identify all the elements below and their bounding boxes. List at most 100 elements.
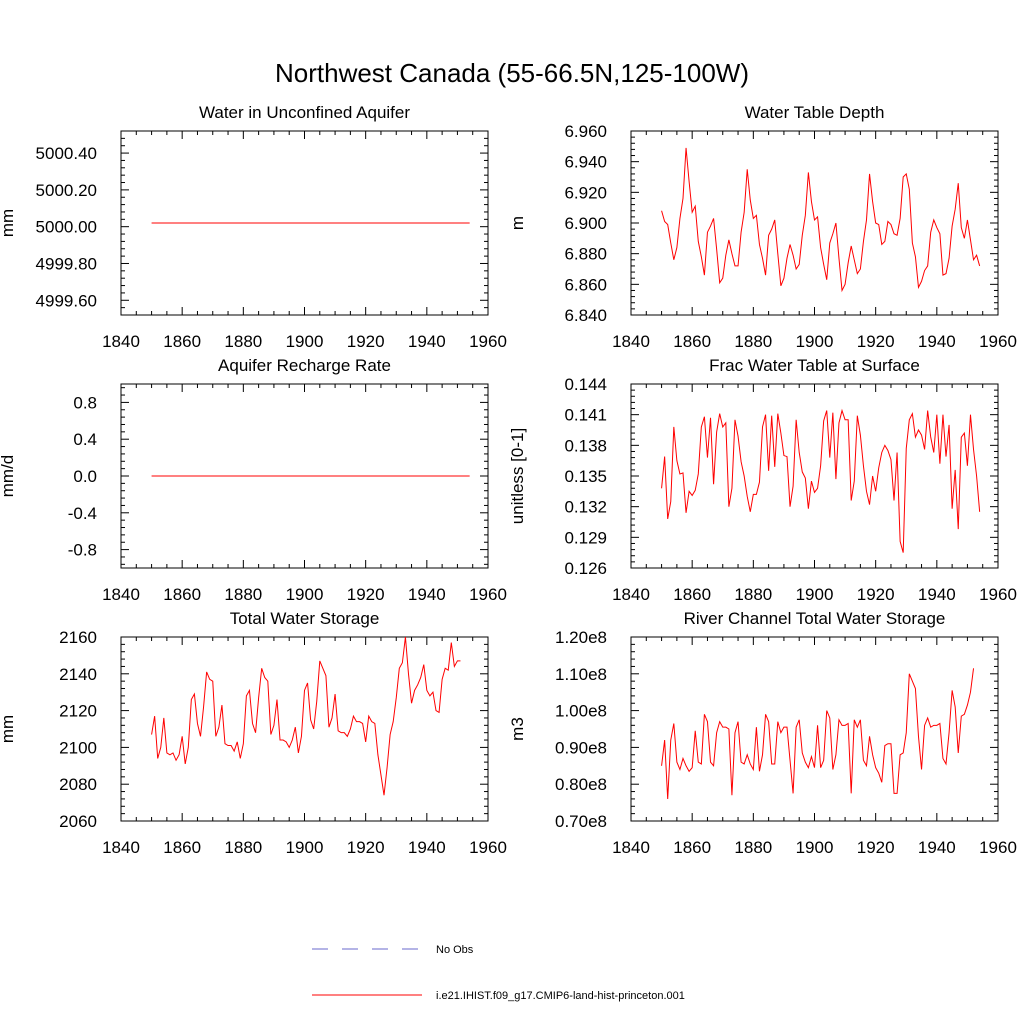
x-tick-label: 1940: [918, 838, 956, 857]
y-tick-label: 0.0: [73, 467, 97, 486]
x-tick-label: 1900: [796, 585, 834, 604]
y-tick-label: 6.860: [564, 275, 607, 294]
x-tick-label: 1860: [673, 838, 711, 857]
y-tick-label: 2060: [59, 812, 97, 831]
y-tick-label: 2080: [59, 775, 97, 794]
plot-frame: [630, 636, 999, 822]
x-tick-label: 1860: [163, 332, 201, 351]
x-tick-label: 1840: [102, 332, 140, 351]
y-tick-label: 5000.00: [36, 218, 97, 237]
x-tick-label: 1920: [347, 838, 385, 857]
y-tick-label: 6.940: [564, 153, 607, 172]
x-tick-label: 1880: [224, 838, 262, 857]
series-line: [151, 636, 461, 796]
x-tick-label: 1900: [796, 838, 834, 857]
y-tick-label: 6.920: [564, 183, 607, 202]
y-tick-label: 0.90e8: [555, 738, 607, 757]
legend-label-1: No Obs: [436, 944, 474, 956]
panel-title: Total Water Storage: [230, 609, 380, 628]
legend: No Obs i.e21.IHIST.f09_g17.CMIP6-land-his…: [312, 944, 685, 1002]
y-tick-label: 0.138: [564, 436, 607, 455]
series-line: [661, 147, 981, 293]
x-tick-label: 1940: [918, 585, 956, 604]
x-tick-label: 1920: [347, 585, 385, 604]
y-tick-label: 0.4: [73, 430, 97, 449]
x-tick-label: 1920: [857, 838, 895, 857]
panel-title: Aquifer Recharge Rate: [218, 356, 391, 375]
plot-frame: [630, 383, 999, 569]
x-tick-label: 1880: [224, 332, 262, 351]
y-tick-label: 1.10e8: [555, 665, 607, 684]
y-tick-label: 0.141: [564, 406, 607, 425]
y-tick-label: 0.144: [564, 375, 607, 394]
x-tick-label: 1860: [163, 838, 201, 857]
y-axis-label: mm: [0, 715, 17, 743]
y-tick-label: 5000.40: [36, 144, 97, 163]
x-tick-label: 1880: [734, 585, 772, 604]
x-tick-label: 1940: [408, 838, 446, 857]
x-tick-label: 1900: [286, 585, 324, 604]
x-tick-label: 1880: [734, 838, 772, 857]
y-axis-label: m: [508, 216, 527, 230]
x-tick-label: 1960: [979, 585, 1017, 604]
y-tick-label: 1.00e8: [555, 702, 607, 721]
x-tick-label: 1840: [612, 585, 650, 604]
x-tick-label: 1900: [286, 332, 324, 351]
y-tick-label: 6.900: [564, 214, 607, 233]
x-tick-label: 1900: [796, 332, 834, 351]
y-axis-label: mm: [0, 209, 17, 237]
x-tick-label: 1960: [979, 332, 1017, 351]
y-axis-label: unitless [0-1]: [508, 428, 527, 524]
y-tick-label: 0.70e8: [555, 812, 607, 831]
y-tick-label: 0.135: [564, 467, 607, 486]
x-tick-label: 1940: [408, 332, 446, 351]
y-axis-label: m3: [508, 717, 527, 741]
y-tick-label: 2100: [59, 738, 97, 757]
panel-6: River Channel Total Water Storage m3 1840 1…: [508, 609, 1017, 857]
y-tick-label: 2120: [59, 702, 97, 721]
y-tick-label: 0.129: [564, 528, 607, 547]
plot-frame: [120, 636, 489, 822]
x-tick-label: 1920: [857, 332, 895, 351]
panel-3: Aquifer Recharge Rate mm/d 1840 1860 1880 190…: [0, 356, 507, 604]
y-tick-label: 0.8: [73, 393, 97, 412]
x-tick-label: 1840: [102, 585, 140, 604]
y-tick-label: 4999.80: [36, 254, 97, 273]
x-tick-label: 1960: [469, 585, 507, 604]
x-tick-label: 1920: [347, 332, 385, 351]
y-tick-label: 0.80e8: [555, 775, 607, 794]
x-tick-label: 1840: [612, 838, 650, 857]
y-tick-label: -0.4: [68, 504, 97, 523]
panel-2: Water Table Depth m 1840 1860 1880 1900 1920 19…: [508, 103, 1017, 351]
y-tick-label: 6.840: [564, 306, 607, 325]
panel-title: Frac Water Table at Surface: [709, 356, 920, 375]
x-tick-label: 1900: [286, 838, 324, 857]
y-tick-label: 0.132: [564, 498, 607, 517]
x-tick-label: 1840: [102, 838, 140, 857]
x-tick-label: 1860: [673, 585, 711, 604]
y-tick-label: -0.8: [68, 541, 97, 560]
x-tick-label: 1880: [224, 585, 262, 604]
series-line: [661, 408, 981, 553]
y-tick-label: 5000.20: [36, 181, 97, 200]
plot-frame: [630, 130, 999, 316]
panel-5: Total Water Storage mm 1840 1860 1880 1900 192…: [0, 609, 507, 857]
x-tick-label: 1880: [734, 332, 772, 351]
series-line: [661, 668, 975, 799]
figure-title: Northwest Canada (55-66.5N,125-100W): [275, 58, 749, 88]
legend-label-2: i.e21.IHIST.f09_g17.CMIP6-land-hist-prin…: [436, 990, 685, 1002]
x-tick-label: 1960: [469, 332, 507, 351]
panel-1: Water in Unconfined Aquifer mm 1840 1860 188…: [0, 103, 507, 351]
x-tick-label: 1960: [469, 838, 507, 857]
chart-panels: Water in Unconfined Aquifer mm 1840 1860 188…: [0, 103, 1017, 857]
y-tick-label: 2160: [59, 628, 97, 647]
x-tick-label: 1920: [857, 585, 895, 604]
y-axis-label: mm/d: [0, 455, 17, 498]
y-tick-label: 6.880: [564, 245, 607, 264]
y-tick-label: 1.20e8: [555, 628, 607, 647]
y-tick-label: 6.960: [564, 122, 607, 141]
panel-title: Water in Unconfined Aquifer: [199, 103, 410, 122]
y-tick-label: 4999.60: [36, 291, 97, 310]
x-tick-label: 1840: [612, 332, 650, 351]
